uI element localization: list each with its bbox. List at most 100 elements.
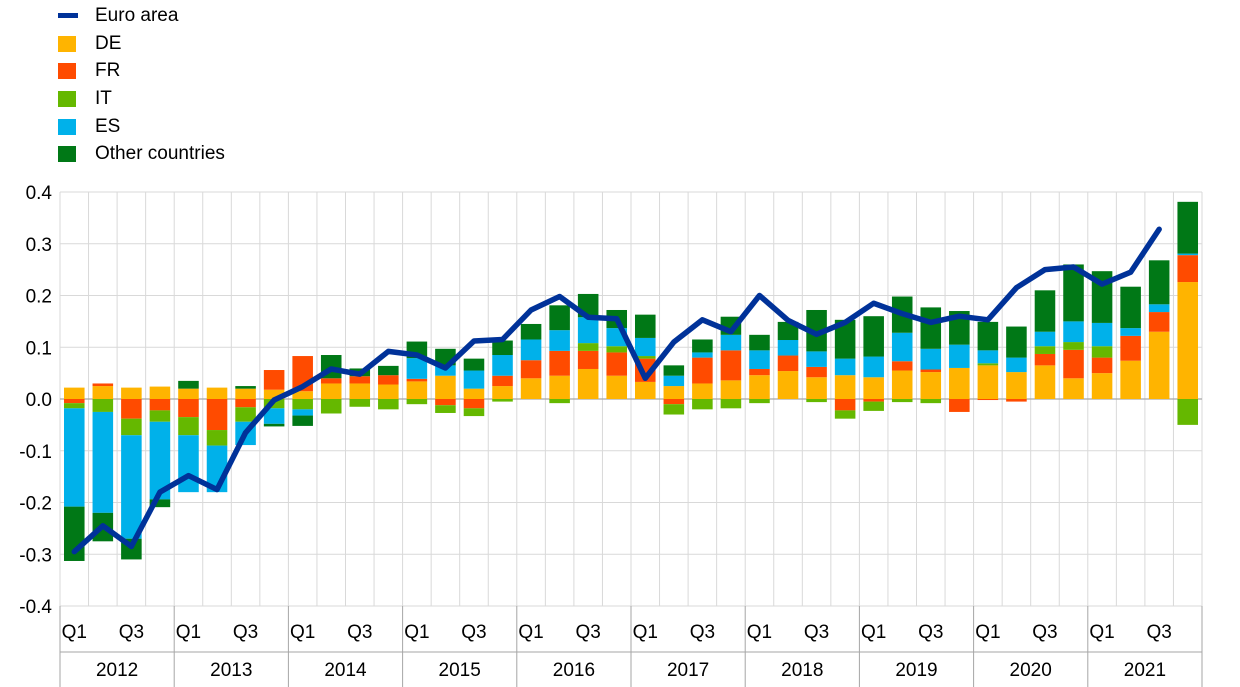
bar-de — [63, 387, 85, 399]
bar-other-countries — [777, 321, 799, 341]
x-tick-label: Q1 — [861, 622, 886, 643]
bar-it — [349, 399, 371, 407]
x-tick-label: Q3 — [804, 622, 829, 643]
bar-fr — [1034, 353, 1056, 366]
bar-fr — [1177, 255, 1199, 283]
year-label: 2021 — [1124, 660, 1166, 681]
bar-other-countries — [806, 309, 827, 352]
bar-es — [1120, 328, 1141, 336]
bar-de — [920, 372, 942, 399]
bar-it — [121, 418, 142, 436]
bar-it — [806, 399, 827, 403]
legend-swatch — [58, 90, 76, 107]
bar-fr — [435, 399, 456, 406]
bar-it — [720, 399, 742, 409]
bar-de — [549, 375, 570, 399]
bar-fr — [178, 399, 199, 418]
bar-fr — [492, 375, 513, 387]
year-label: 2014 — [324, 660, 367, 681]
bar-es — [463, 370, 485, 389]
bar-de — [749, 375, 770, 399]
bar-other-countries — [1063, 264, 1084, 322]
bar-de — [863, 377, 884, 399]
bar-fr — [1091, 357, 1113, 374]
x-tick-label: Q3 — [918, 622, 943, 643]
bar-es — [663, 375, 685, 387]
bar-other-countries — [520, 323, 542, 340]
year-label: 2017 — [667, 660, 709, 681]
bar-fr — [777, 355, 799, 372]
bar-it — [435, 405, 456, 413]
x-tick-label: Q1 — [975, 622, 1000, 643]
year-label: 2012 — [96, 660, 138, 681]
bar-fr — [1006, 399, 1027, 402]
y-tick-label: -0.1 — [19, 442, 52, 463]
bar-other-countries — [692, 339, 713, 353]
bar-de — [1034, 365, 1056, 399]
year-label: 2013 — [210, 660, 252, 681]
bar-it — [606, 346, 628, 353]
bar-it — [663, 404, 685, 415]
bar-de — [891, 370, 913, 399]
x-tick-label: Q3 — [1032, 622, 1057, 643]
bar-it — [577, 343, 599, 351]
bar-it — [834, 410, 856, 419]
bar-de — [149, 386, 171, 399]
bar-es — [1063, 321, 1084, 343]
legend-swatch — [58, 146, 76, 163]
y-tick-label: 0.4 — [26, 183, 53, 204]
x-tick-label: Q3 — [690, 622, 715, 643]
y-tick-label: 0.0 — [26, 390, 52, 411]
bar-it — [178, 417, 199, 436]
bar-de — [1177, 282, 1199, 399]
bar-de — [692, 383, 713, 399]
bar-fr — [663, 399, 685, 405]
bar-es — [1177, 253, 1199, 256]
x-tick-label: Q1 — [633, 622, 658, 643]
bar-es — [863, 356, 884, 378]
bar-it — [634, 356, 656, 359]
bar-other-countries — [492, 340, 513, 356]
bar-other-countries — [1006, 326, 1027, 358]
bar-es — [920, 348, 942, 370]
bar-other-countries — [863, 316, 884, 357]
bar-es — [549, 330, 570, 351]
x-tick-label: Q3 — [233, 622, 258, 643]
bar-de — [1120, 360, 1141, 399]
bar-fr — [149, 399, 171, 411]
y-tick-label: -0.2 — [19, 494, 52, 515]
bar-de — [720, 380, 742, 399]
bar-es — [121, 435, 142, 539]
bar-fr — [63, 399, 85, 404]
bar-other-countries — [834, 319, 856, 359]
bar-fr — [720, 350, 742, 381]
bar-es — [806, 351, 827, 367]
legend-swatch — [58, 118, 76, 135]
bar-fr — [692, 357, 713, 384]
legend-item: ES — [58, 113, 225, 141]
bar-fr — [834, 399, 856, 411]
legend-label: Euro area — [95, 4, 179, 26]
bar-it — [320, 399, 342, 414]
legend-item: FR — [58, 57, 225, 85]
bar-other-countries — [1120, 286, 1141, 329]
bar-it — [1177, 399, 1199, 425]
bar-de — [1006, 372, 1027, 399]
x-tick-label: Q1 — [518, 622, 543, 643]
bar-other-countries — [977, 321, 999, 351]
legend-item: IT — [58, 85, 225, 113]
x-tick-label: Q3 — [1146, 622, 1171, 643]
bar-de — [406, 381, 428, 399]
bar-de — [121, 387, 142, 399]
bar-es — [577, 317, 599, 344]
bar-it — [463, 408, 485, 417]
bar-other-countries — [634, 314, 656, 338]
bar-es — [263, 408, 285, 424]
bar-it — [1091, 346, 1113, 358]
y-tick-label: 0.1 — [26, 338, 52, 359]
bar-other-countries — [549, 305, 570, 331]
bar-fr — [806, 366, 827, 378]
bar-de — [492, 386, 513, 399]
bar-it — [235, 407, 256, 422]
bar-fr — [1063, 349, 1084, 379]
